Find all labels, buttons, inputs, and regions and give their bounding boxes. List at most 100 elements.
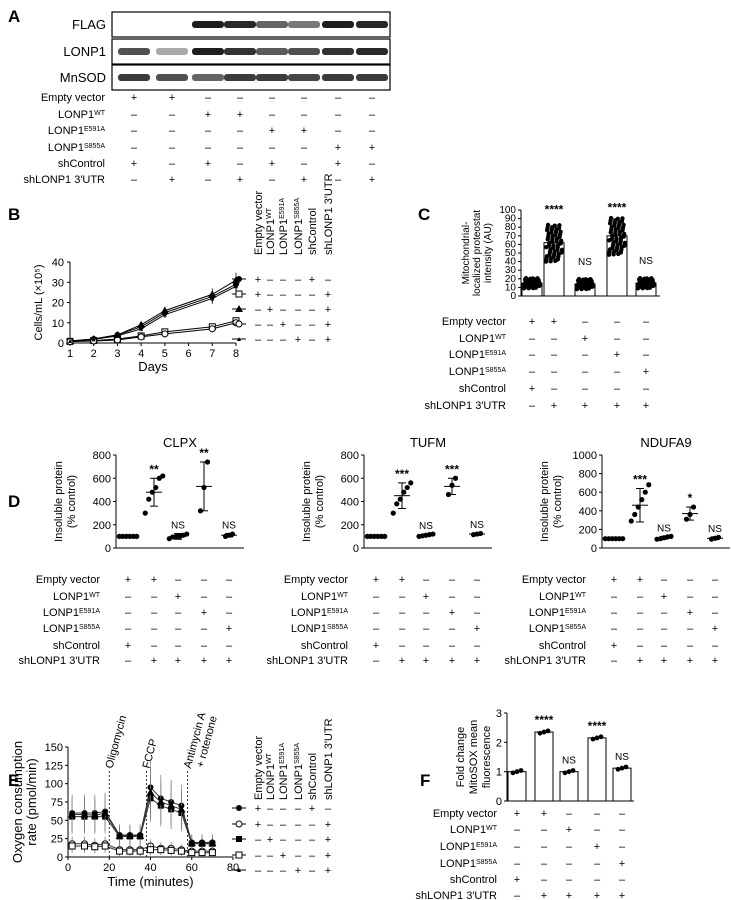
legend-sign: + [325,850,331,862]
panel-d-ndufa9-row-label: LONP1E591A [529,607,586,619]
data-point [547,240,552,246]
data-point [611,249,617,254]
panel-d-tufm-sign: – [474,574,481,586]
x-tick-label: 20 [103,862,115,874]
panel-d-clpx-sign: – [151,623,158,635]
data-point [613,218,618,223]
legend-sign: + [255,819,261,831]
data-point [530,283,535,288]
panel-d-tufm-sign: – [399,640,406,652]
data-point [210,296,215,301]
panel-f-sign: + [619,858,625,870]
y-axis-label: Insoluble protein(% control) [53,461,78,542]
data-point [147,846,154,854]
legend-sign: + [295,865,301,877]
legend-marker [236,836,242,842]
panel-c-sign: – [643,333,650,345]
panel-d-ndufa9-sign: – [637,591,644,603]
panel-a-sign: – [237,158,244,170]
significance-label: NS [708,524,722,535]
data-point [619,244,624,250]
data-point [551,243,556,248]
data-point [620,536,626,542]
panel-d-clpx-sign: – [125,655,132,667]
legend-sign: – [295,803,302,815]
panel-a-sign: – [269,174,276,186]
data-point [562,770,568,776]
y-tick-label: 200 [341,520,359,532]
data-point [620,216,625,221]
panel-a-sign: + [169,174,175,186]
panel-f-row-label: shControl [450,874,497,886]
panel-d-ndufa9-row-label: shLONP1 3′UTR [504,655,586,667]
panel-d-ndufa9-row-label: LONP1S855A [529,623,586,635]
data-point [208,839,217,847]
data-point [586,282,592,287]
panel-d-tufm-sign: + [449,607,455,619]
panel-d-tufm-sign: – [423,623,430,635]
panel-f-sign: + [541,890,547,900]
panel-a-sign: – [301,142,308,154]
data-point [136,847,144,855]
data-point [167,846,175,854]
panel-f-sign: + [594,841,600,853]
panel-d-clpx-sign: + [175,655,181,667]
data-point [614,236,619,241]
blot-band [356,21,388,28]
x-tick-label: 8 [233,348,239,360]
data-point [430,531,436,537]
panel-a-sign: – [301,92,308,104]
panel-d-ndufa9-sign: – [661,640,668,652]
y-tick-label: 400 [341,497,359,509]
panel-f-sign: – [541,858,548,870]
legend-sign: – [267,819,274,831]
panel-d-tufm-sign: – [373,607,380,619]
panel-d-clpx-sign: – [201,574,208,586]
legend-marker [235,290,243,298]
panel-c-sign: + [529,316,535,328]
data-point [650,277,655,283]
panel-letter-f: F [420,771,430,790]
panel-d-clpx-sign: – [201,623,208,635]
panel-f-sign: + [514,808,520,820]
panel-d-ndufa9-sign: + [611,574,617,586]
significance-label: *** [395,467,409,481]
data-point [68,842,76,850]
panel-f-sign: – [566,808,573,820]
panel-d-ndufa9-sign: – [661,623,668,635]
data-point [637,276,643,281]
legend-sign: – [295,319,302,331]
bar [534,731,554,802]
panel-d-tufm-row-label: shControl [301,640,348,652]
panel-a-sign: – [169,142,176,154]
panel-a-sign: + [237,174,243,186]
panel-d-ndufa9-sign: – [661,574,668,586]
significance-label: *** [633,472,647,486]
panel-d-tufm-sign: – [399,591,406,603]
panel-a-sign: – [205,92,212,104]
panel-a-sign: – [131,125,138,137]
data-point [545,728,551,734]
y-tick-label: 20 [505,274,517,285]
blot-band [224,74,256,81]
legend-sign: – [309,834,316,846]
panel-a-sign: – [131,109,138,121]
panel-d-clpx-sign: – [201,591,208,603]
legend-sign: + [309,803,315,815]
panel-c-sign: – [614,366,621,378]
y-tick-label: 3 [496,708,502,720]
panel-f-sign: – [594,808,601,820]
data-point [162,312,167,317]
data-point [609,224,614,230]
panel-c-sign: – [582,383,589,395]
legend-sign: + [325,319,331,331]
data-point [559,247,565,253]
panel-e-col-label: Empty vector [253,735,265,800]
legend-sign: – [267,850,274,862]
data-point [134,533,140,539]
panel-d-clpx-sign: – [175,607,182,619]
legend-sign: + [325,819,331,831]
data-point [615,242,620,248]
blot-band [322,21,354,28]
legend-sign: – [255,319,262,331]
